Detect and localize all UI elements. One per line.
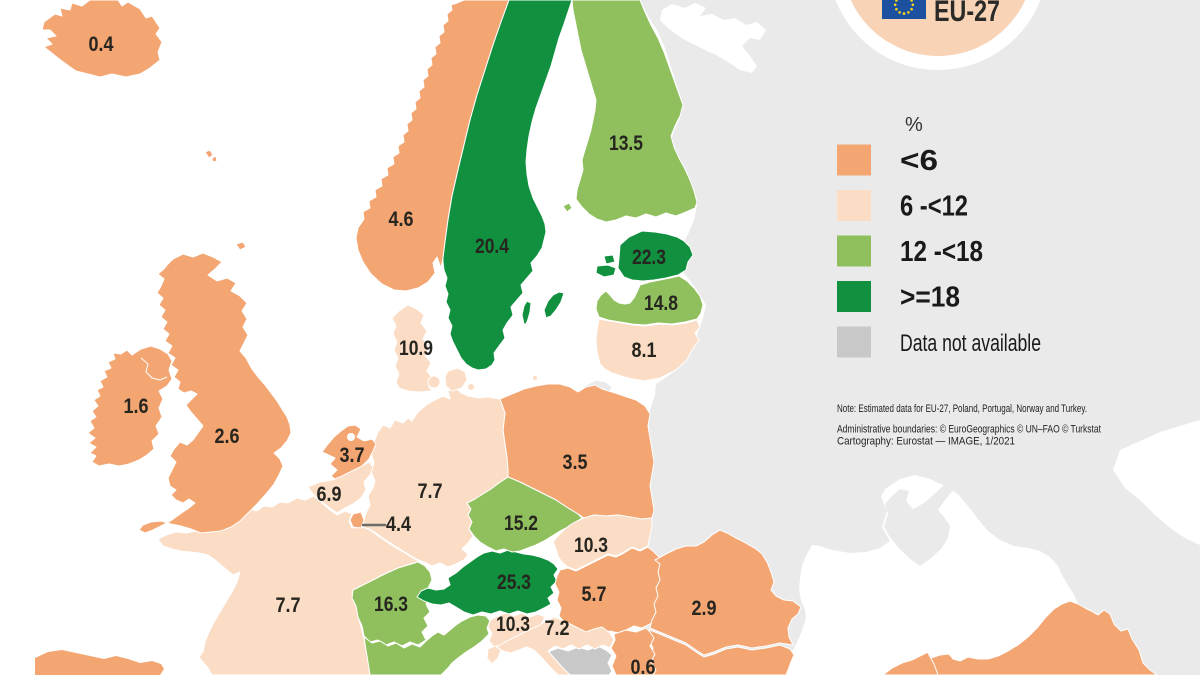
svg-text:6 -<12: 6 -<12 xyxy=(900,191,968,223)
svg-text:3.5: 3.5 xyxy=(563,451,588,474)
svg-text:7.7: 7.7 xyxy=(418,480,443,503)
svg-text:2.9: 2.9 xyxy=(692,597,717,620)
svg-text:4.4: 4.4 xyxy=(386,513,411,536)
svg-text:8.1: 8.1 xyxy=(632,339,657,362)
svg-text:13.5: 13.5 xyxy=(609,132,643,155)
svg-text:3.7: 3.7 xyxy=(340,444,365,467)
svg-text:EU-27: EU-27 xyxy=(934,0,1000,28)
svg-text:15.2: 15.2 xyxy=(504,512,538,535)
svg-text:25.3: 25.3 xyxy=(497,571,531,594)
svg-text:0.4: 0.4 xyxy=(89,33,114,56)
svg-text:1.6: 1.6 xyxy=(124,395,149,418)
svg-text:7.7: 7.7 xyxy=(276,594,301,617)
svg-text:Administrative boundaries: © E: Administrative boundaries: © EuroGeograp… xyxy=(837,424,1101,436)
svg-text:12 -<18: 12 -<18 xyxy=(900,236,983,268)
svg-text:5.7: 5.7 xyxy=(582,583,607,606)
svg-text:0.6: 0.6 xyxy=(631,656,656,675)
svg-text:10.9: 10.9 xyxy=(399,337,433,360)
svg-text:<6: <6 xyxy=(900,145,938,177)
svg-text:Note: Estimated data for EU-27: Note: Estimated data for EU-27, Poland, … xyxy=(837,403,1087,415)
svg-text:2.6: 2.6 xyxy=(215,425,240,448)
svg-text:4.6: 4.6 xyxy=(389,208,414,231)
svg-text:22.3: 22.3 xyxy=(632,246,666,269)
svg-text:%: % xyxy=(905,114,923,136)
svg-text:>=18: >=18 xyxy=(900,282,960,314)
svg-text:20.4: 20.4 xyxy=(475,235,509,258)
svg-text:6.9: 6.9 xyxy=(317,483,342,506)
svg-text:16.3: 16.3 xyxy=(374,593,408,616)
svg-text:Cartography: Eurostat — IMAGE,: Cartography: Eurostat — IMAGE, 1/2021 xyxy=(837,436,1015,448)
svg-text:14.8: 14.8 xyxy=(644,292,678,315)
svg-text:10.3: 10.3 xyxy=(574,534,608,557)
svg-text:7.2: 7.2 xyxy=(545,617,570,640)
svg-text:10.3: 10.3 xyxy=(496,613,530,636)
svg-text:Data not available: Data not available xyxy=(900,330,1041,357)
